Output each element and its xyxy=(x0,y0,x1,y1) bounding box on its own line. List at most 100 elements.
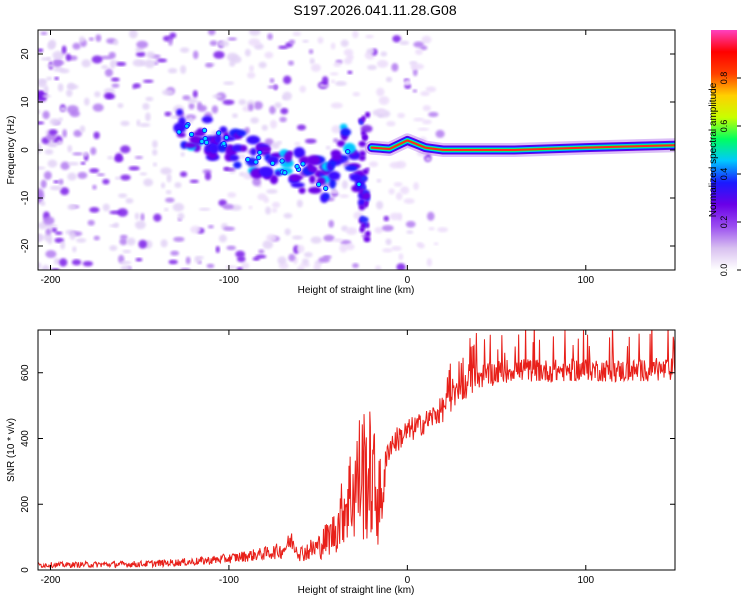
spectrogram-noise-blob xyxy=(58,258,68,267)
spectrogram-noise-blob xyxy=(88,37,94,41)
spectrogram-noise-blob xyxy=(48,129,58,136)
spectrogram-noise-blob xyxy=(249,65,254,73)
spectrogram-noise-blob xyxy=(60,187,70,196)
spectrogram-noise-blob xyxy=(376,87,385,97)
spectrogram-noise-blob xyxy=(319,83,330,87)
spectrogram-noise-blob xyxy=(145,112,151,122)
spectrogram-noise-blob xyxy=(89,206,100,213)
snr-ytick-label: 200 xyxy=(20,495,31,512)
spectrogram-noise-blob xyxy=(269,119,277,129)
spectrogram-noise-blob xyxy=(102,178,110,185)
spectrogram-noise-blob xyxy=(111,83,120,88)
spectrogram-noise-blob xyxy=(383,215,390,222)
spectrogram-noise-blob xyxy=(206,263,215,269)
spectrogram-drift-blob xyxy=(259,166,274,178)
spectrogram-noise-blob xyxy=(343,48,354,57)
spectrogram-noise-blob xyxy=(152,162,158,167)
spectrogram-noise-blob xyxy=(292,31,302,36)
spectrogram-noise-blob xyxy=(120,174,131,181)
spectrogram-noise-blob xyxy=(187,98,198,104)
spectrogram-peak-dot xyxy=(282,170,288,176)
spectrogram-noise-blob xyxy=(157,58,168,63)
spectrogram-noise-blob xyxy=(129,30,138,39)
spectrogram-noise-blob xyxy=(413,117,425,122)
spectrogram-drift-blob xyxy=(329,178,337,189)
spectrogram-noise-blob xyxy=(100,55,113,60)
spectrogram-noise-blob xyxy=(46,224,58,229)
spectrogram-drift-blob xyxy=(176,108,184,116)
spectrogram-noise-blob xyxy=(92,103,104,112)
spectrogram-noise-blob xyxy=(139,172,148,176)
spectrogram-noise-blob xyxy=(388,188,395,195)
spectrogram-noise-blob xyxy=(381,224,394,232)
spectrogram-noise-blob xyxy=(153,213,162,222)
spectrogram-noise-blob xyxy=(247,71,256,79)
spectrogram-noise-blob xyxy=(280,107,289,115)
spectrogram-noise-blob xyxy=(386,121,396,127)
spectrogram-noise-blob xyxy=(294,141,301,146)
spectrogram-ytick-label: 20 xyxy=(20,48,31,60)
spectrogram-noise-blob xyxy=(43,171,52,180)
spectrogram-noise-blob xyxy=(333,138,339,143)
spectrogram-noise-blob xyxy=(420,91,430,97)
spectrogram-noise-blob xyxy=(248,103,254,112)
spectrogram-noise-blob xyxy=(87,219,95,226)
spectrogram-noise-blob xyxy=(330,42,336,50)
spectrogram-peak-dot xyxy=(279,158,285,164)
spectrogram-noise-blob xyxy=(284,228,291,236)
spectrogram-noise-blob xyxy=(215,246,220,253)
spectrogram-noise-blob xyxy=(93,131,100,140)
spectrogram-noise-blob xyxy=(45,250,57,259)
spectrogram-noise-blob xyxy=(262,240,274,250)
spectrogram-noise-blob xyxy=(120,145,131,154)
spectrogram-noise-blob xyxy=(116,61,127,67)
spectrogram-noise-blob xyxy=(352,263,359,269)
spectrogram-noise-blob xyxy=(226,245,236,251)
spectrogram-noise-blob xyxy=(211,105,219,114)
spectrogram-noise-blob xyxy=(38,121,45,125)
spectrogram-noise-blob xyxy=(185,256,191,265)
spectrogram-noise-blob xyxy=(207,30,216,36)
spectrogram-noise-blob xyxy=(313,263,321,270)
spectrogram-noise-blob xyxy=(166,173,172,183)
spectrogram-noise-blob xyxy=(109,224,119,228)
spectrogram-noise-blob xyxy=(161,89,174,96)
spectrogram-streak-blob xyxy=(362,134,368,141)
spectrogram-noise-blob xyxy=(265,206,272,215)
spectrogram-noise-blob xyxy=(164,111,172,117)
spectrogram-noise-blob xyxy=(296,124,307,131)
spectrogram-noise-blob xyxy=(339,194,350,198)
spectrogram-noise-blob xyxy=(329,72,339,76)
spectrogram-noise-blob xyxy=(192,90,198,98)
spectrogram-noise-blob xyxy=(325,145,331,150)
spectrogram-drift-blob xyxy=(329,160,336,167)
spectrogram-noise-blob xyxy=(38,166,46,170)
spectrogram-noise-blob xyxy=(69,110,81,118)
spectrogram-drift-blob xyxy=(236,129,247,137)
spectrogram-noise-blob xyxy=(144,59,155,69)
spectrogram-noise-blob xyxy=(102,203,110,212)
spectrogram-noise-blob xyxy=(138,239,147,249)
spectrogram-noise-blob xyxy=(310,63,321,72)
snr-ytick-label: 0 xyxy=(20,567,31,573)
spectrogram-noise-blob xyxy=(170,115,182,119)
spectrogram-noise-blob xyxy=(341,180,348,190)
spectrogram-noise-blob xyxy=(395,192,403,201)
spectrogram-noise-blob xyxy=(160,239,168,248)
spectrogram-noise-blob xyxy=(413,41,425,48)
spectrogram-noise-blob xyxy=(46,76,53,81)
spectrogram-noise-blob xyxy=(263,196,269,204)
spectrogram-noise-blob xyxy=(301,258,310,265)
spectrogram-noise-blob xyxy=(229,55,242,64)
spectrogram-noise-blob xyxy=(143,178,154,187)
spectrogram-noise-blob xyxy=(227,37,237,41)
spectrogram-peak-dot xyxy=(256,154,262,161)
spectrogram-peak-dot xyxy=(221,140,227,147)
spectrogram-noise-blob xyxy=(330,79,336,84)
spectrogram-noise-blob xyxy=(119,237,128,246)
spectrogram-drift-blob xyxy=(322,192,330,200)
spectrogram-noise-blob xyxy=(134,155,144,159)
spectrogram-noise-blob xyxy=(302,39,309,43)
spectrogram-noise-blob xyxy=(103,92,113,100)
